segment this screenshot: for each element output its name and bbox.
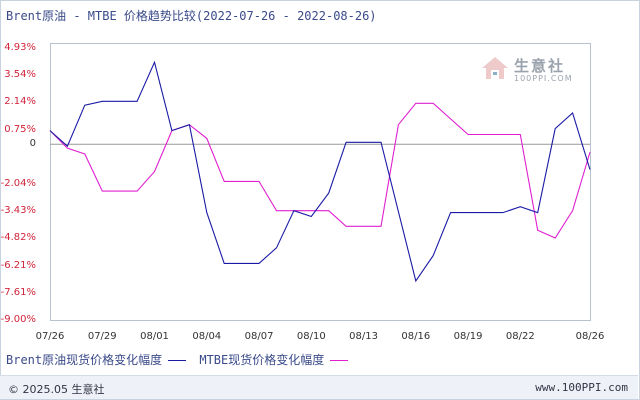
x-tick-label: 08/10 [296,331,326,342]
legend-label-brent: Brent原油现货价格变化幅度 [6,353,163,367]
footer-site-link[interactable]: www.100PPI.com [535,381,628,394]
x-tick-label: 08/01 [140,331,169,342]
legend: Brent原油现货价格变化幅度 MTBE现货价格变化幅度 [6,351,354,368]
x-tick-label: 08/13 [349,331,378,342]
plot-area [50,43,591,321]
y-tick-label: 0 [29,138,36,150]
legend-swatch-mtbe [330,360,349,361]
x-tick-label: 08/26 [575,331,605,342]
x-tick-label: 08/07 [244,331,274,342]
series-line-mtbe [49,102,591,239]
house-logo-icon [482,57,508,79]
y-tick-label: -7.61% [0,286,36,298]
series-line-brent [49,60,591,283]
watermark-url: 100PPI.COM [514,74,573,83]
y-tick-label: -9.00% [0,314,36,325]
x-tick-label: 08/19 [453,331,483,342]
legend-swatch-brent [168,360,187,361]
y-tick-label: -6.21% [0,259,36,271]
y-tick-label: -3.43% [0,205,36,217]
watermark-name: 生意社 [514,57,566,75]
footer-copyright: © 2025.05 生意社 [8,383,105,396]
y-tick-label: -2.04% [0,178,36,190]
y-tick-label: 0.75% [4,123,36,135]
x-tick-label: 08/04 [192,331,222,342]
footer: © 2025.05 生意社 www.100PPI.com [0,375,638,399]
x-tick-label: 07/26 [35,331,65,342]
y-tick-label: 4.93% [4,42,36,53]
x-tick-label: 07/29 [87,331,117,342]
x-tick-label: 08/22 [505,331,535,342]
watermark: 生意社 100PPI.COM [480,55,572,85]
y-tick-label: -4.82% [0,232,36,244]
x-tick-label: 08/16 [401,331,431,342]
y-tick-label: 2.14% [4,96,36,108]
y-tick-label: 3.54% [4,69,36,81]
legend-label-mtbe: MTBE现货价格变化幅度 [199,353,325,367]
chart-title: Brent原油 - MTBE 价格趋势比较(2022-07-26 - 2022-… [6,9,377,23]
